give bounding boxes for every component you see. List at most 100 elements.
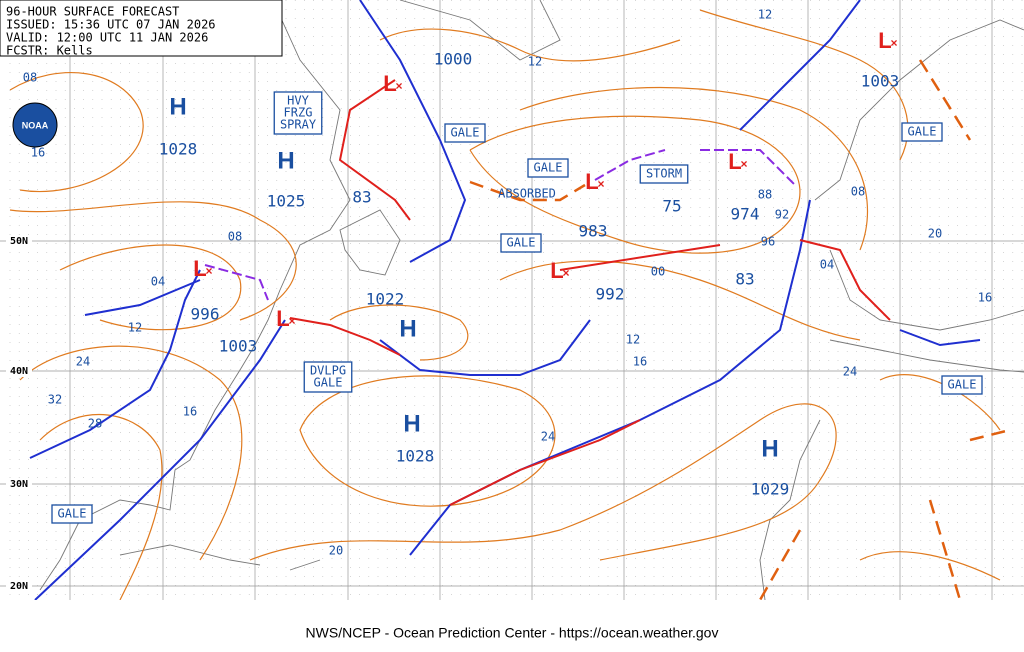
coastline	[399, 0, 561, 61]
warning-text: GALE	[534, 161, 563, 175]
low-x: ×	[597, 177, 604, 191]
isobar-label: 83	[735, 270, 754, 289]
header-line: FCSTR: Kells	[6, 44, 93, 58]
isobar	[379, 28, 681, 62]
latitude-label: 30N	[10, 479, 28, 490]
warning-box	[527, 158, 569, 178]
trough	[469, 59, 1011, 601]
warning-text: DVLPG	[310, 364, 346, 378]
high-symbol: H	[277, 147, 294, 174]
low-x: ×	[562, 266, 569, 280]
isobar	[469, 115, 801, 254]
occluded-front	[204, 149, 796, 301]
isobar	[329, 304, 469, 361]
footer: NWS/NCEP - Ocean Prediction Center - htt…	[306, 625, 719, 641]
axis-label-box	[6, 235, 32, 247]
isobar-label: 24	[541, 430, 555, 444]
isobar	[249, 403, 837, 561]
low-pressure: 974	[731, 205, 760, 224]
warning-text: GALE	[314, 376, 343, 390]
isobar	[19, 345, 243, 561]
header-line: 96-HOUR SURFACE FORECAST	[6, 5, 179, 19]
warning-text: GALE	[451, 126, 480, 140]
isobar-label: 92	[775, 208, 789, 222]
low-pressure: 983	[579, 222, 608, 241]
latitude-label: 50N	[10, 236, 28, 247]
axis-label-box	[6, 365, 32, 377]
fronts	[29, 0, 1011, 601]
warning-text: GALE	[908, 125, 937, 139]
warning-text: GALE	[507, 236, 536, 250]
header-line: VALID: 12:00 UTC 11 JAN 2026	[6, 31, 208, 45]
warning-text: FRZG	[284, 106, 313, 120]
isobar-label: 32	[48, 393, 62, 407]
warning-box	[500, 233, 542, 253]
high-pressure: 1022	[366, 290, 405, 309]
low-x: ×	[740, 157, 747, 171]
warning-text: GALE	[58, 507, 87, 521]
warm-front	[289, 317, 401, 356]
isobar	[499, 260, 861, 341]
coastline	[119, 544, 321, 571]
low-x: ×	[288, 314, 295, 328]
cold-front	[29, 269, 201, 459]
low-symbol: L	[728, 149, 741, 174]
high-pressure: 1025	[267, 192, 306, 211]
isobar-label: 20	[329, 544, 343, 558]
cold-front	[379, 319, 591, 376]
cold-front	[899, 329, 981, 347]
low-x: ×	[395, 79, 402, 93]
isobar	[9, 201, 297, 321]
isobar-label: 88	[758, 188, 772, 202]
map-background	[0, 0, 1024, 600]
warning-text: SPRAY	[280, 118, 317, 132]
isobar-label: 83	[352, 188, 371, 207]
isobar-label: 00	[651, 265, 665, 279]
low-symbol: L	[276, 306, 289, 331]
low-pressure: 1000	[434, 50, 473, 69]
isobar	[299, 375, 556, 507]
isobar-label: 12	[626, 333, 640, 347]
warning-box	[639, 164, 689, 184]
isobar-label: 08	[851, 185, 865, 199]
high-symbol: H	[403, 410, 420, 437]
low-pressure: 996	[191, 305, 220, 324]
isobar-label: 04	[151, 275, 165, 289]
coastline	[339, 209, 401, 276]
warning-box	[941, 375, 983, 395]
low-pressure: 1003	[219, 337, 258, 356]
isobar-label: 08	[23, 71, 37, 85]
latitude-label: 20N	[10, 581, 28, 592]
coastlines	[39, 0, 1024, 601]
low-pressure: 1003	[861, 72, 900, 91]
isobar-label: 28	[88, 417, 102, 431]
high-pressure: 1028	[159, 140, 198, 159]
high-symbol: H	[399, 315, 416, 342]
isobar	[9, 71, 144, 193]
isobar-label: 16	[633, 355, 647, 369]
cold-front	[739, 0, 861, 131]
warm-front	[449, 419, 641, 506]
low-symbol: L	[585, 169, 598, 194]
warning-text: STORM	[646, 167, 682, 181]
isobar-label: 16	[31, 146, 45, 160]
low-symbol: L	[878, 28, 891, 53]
isobar-label: 16	[183, 405, 197, 419]
isobar-label: 12	[528, 55, 542, 69]
isobar	[59, 244, 242, 331]
logo	[12, 102, 58, 148]
high-pressure: 1028	[396, 447, 435, 466]
cold-front	[34, 319, 286, 601]
isobar-label: 04	[820, 258, 834, 272]
warning-box	[51, 504, 93, 524]
latitude-label: 40N	[10, 366, 28, 377]
low-x: ×	[205, 264, 212, 278]
cold-front	[84, 279, 201, 316]
isobar-label: 08	[228, 230, 242, 244]
warm-front	[338, 79, 721, 271]
cold-front	[359, 0, 467, 263]
footer-background	[0, 600, 1024, 652]
isobar-label: 24	[76, 355, 90, 369]
low-x: ×	[890, 36, 897, 50]
